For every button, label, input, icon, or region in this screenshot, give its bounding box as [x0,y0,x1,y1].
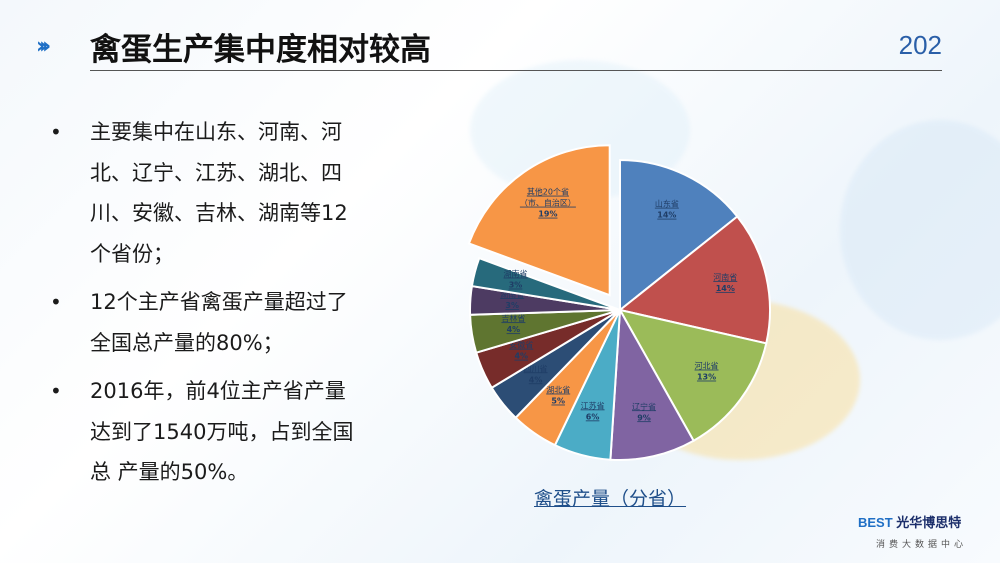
pie-slice [609,306,695,461]
header-divider [90,70,942,71]
pie-slice-label: 安徽省 4% [509,340,533,361]
pie-slice-label: 其他20个省（市、自治区） 19% [520,187,576,219]
pie-slice [618,308,768,443]
pie-slice-label: 河南省 14% [713,272,737,293]
page-number: 202 [898,30,942,60]
pie-chart: 山东省 14% 河南省 14% 河北省 13% 辽宁省 9% 江苏省 6% 湖北省 5%四川省 4%安徽… [467,144,771,461]
pie-slice-label: 湖南省 3% [500,289,524,310]
pie-slice-label: 河北省 13% [695,361,719,382]
bullet-list: • 主要集中在山东、河南、河 北、辽宁、江苏、湖北、四川、安徽、吉林、湖南等12个… [38,112,358,501]
pie-slice-label: 湖北省 5% [546,385,570,406]
pie-slice-label: 江苏省 6% [581,400,605,421]
chevrons-icon: ››› [36,34,51,59]
bullet-dot-icon: • [50,379,62,403]
logo-name: 光华博思特 [896,515,962,530]
bullet-dot-icon: • [50,120,62,144]
bullet-text: 主要集中在山东、河南、河 北、辽宁、江苏、湖北、四川、安徽、吉林、湖南等12个省… [90,120,348,266]
logo-tagline: 消费大数据中心 [876,540,968,550]
chart-caption: 禽蛋产量（分省） [534,488,687,510]
logo: BEST 光华博思特 消费大数据中心 [858,512,988,550]
pie-slice-label: 四川省 4% [524,363,548,384]
bullet-item: • 主要集中在山东、河南、河 北、辽宁、江苏、湖北、四川、安徽、吉林、湖南等12个… [38,112,358,274]
pie-slice-label: 山东省 14% [655,199,679,220]
logo-prefix: BEST [858,515,893,530]
bullet-item: • 12个主产省禽蛋产量超过了全国总产量的80%； [38,282,358,363]
pie-slice [619,158,739,313]
pie-slice-label: 辽宁省 9% [632,401,656,422]
bullet-text: 12个主产省禽蛋产量超过了全国总产量的80%； [90,290,348,355]
bullet-item: • 2016年，前4位主产省产量达到了1540万吨，占到全国总 产量的50%。 [38,371,358,493]
pie-slice-label: 湖南省 3% [504,269,528,290]
pie-slice [467,144,611,297]
bullet-text: 2016年，前4位主产省产量达到了1540万吨，占到全国总 产量的50%。 [90,379,354,484]
pie-slice [617,215,771,345]
page-title: 禽蛋生产集中度相对较高 [90,32,431,68]
bullet-dot-icon: • [50,290,62,314]
header: ››› 禽蛋生产集中度相对较高 202 [0,0,1000,72]
pie-slice-label: 吉林省 4% [501,313,525,334]
pie-slice [470,256,621,311]
